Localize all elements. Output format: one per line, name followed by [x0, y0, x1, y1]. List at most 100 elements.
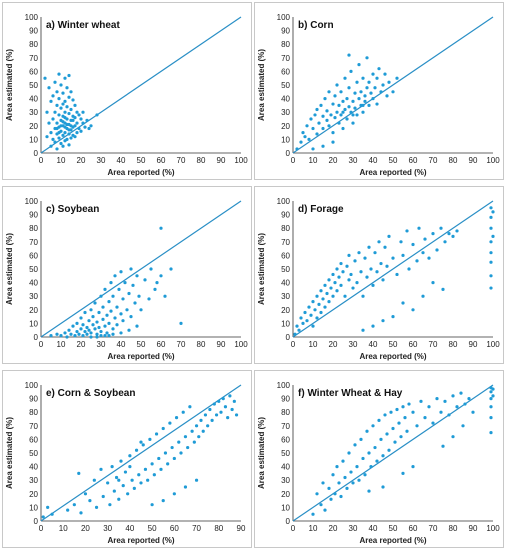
x-tick-label: 40 — [369, 524, 378, 533]
data-point — [61, 133, 65, 137]
data-point — [101, 494, 105, 499]
y-tick-label: 80 — [29, 408, 38, 417]
data-point — [49, 334, 53, 338]
data-point — [451, 234, 455, 238]
data-point — [323, 508, 327, 512]
data-point — [333, 492, 337, 496]
x-tick-label: 20 — [77, 156, 86, 165]
data-point — [399, 240, 403, 244]
data-point — [46, 505, 50, 509]
data-point — [349, 69, 353, 73]
data-point — [387, 80, 391, 84]
data-point — [77, 126, 81, 131]
data-point — [415, 259, 419, 263]
data-point — [150, 462, 154, 466]
data-point — [307, 137, 311, 141]
data-point — [92, 478, 96, 482]
x-tick-label: 40 — [117, 340, 126, 349]
data-point — [431, 421, 435, 425]
x-tick-label: 70 — [192, 524, 201, 533]
data-point — [347, 278, 351, 282]
data-point — [311, 300, 315, 304]
data-point — [99, 329, 103, 334]
y-tick-label: 80 — [281, 40, 290, 49]
data-point — [159, 226, 163, 230]
data-point — [147, 297, 151, 301]
y-tick-label: 70 — [281, 238, 290, 247]
data-point — [93, 327, 97, 331]
data-point — [83, 310, 87, 315]
data-point — [355, 465, 359, 469]
data-point — [137, 294, 141, 298]
data-point — [363, 99, 367, 103]
y-tick-label: 50 — [29, 81, 38, 90]
data-point — [381, 485, 385, 489]
y-tick-label: 80 — [29, 40, 38, 49]
x-tick-label: 80 — [197, 156, 206, 165]
x-tick-label: 0 — [291, 156, 296, 165]
data-point — [146, 478, 150, 482]
data-point — [95, 320, 99, 324]
y-tick-label: 60 — [281, 435, 290, 444]
chart-panel: 0 10 20 30 40 50 60 70 80 90 0 10 20 30 40 50 60 70 80 90 10… — [2, 370, 252, 548]
data-point — [383, 245, 387, 249]
chart-panel: 0 10 20 30 40 50 60 70 80 90 100 0 10 20 30 40 50 60 70 80 9… — [254, 2, 504, 180]
data-point — [53, 80, 57, 84]
y-tick-label: 100 — [25, 381, 39, 390]
data-point — [395, 272, 399, 277]
data-point — [329, 286, 333, 290]
y-tick-label: 90 — [29, 27, 38, 36]
data-point — [355, 113, 359, 117]
data-point — [117, 478, 121, 482]
data-point — [439, 410, 443, 414]
data-point — [423, 237, 427, 241]
x-tick-label: 0 — [291, 340, 296, 349]
data-point — [347, 86, 351, 90]
data-point — [159, 274, 163, 278]
data-point — [489, 206, 493, 210]
x-tick-label: 80 — [449, 524, 458, 533]
data-point — [57, 113, 61, 117]
data-point — [113, 316, 117, 320]
data-point — [161, 499, 165, 503]
data-point — [299, 316, 303, 320]
data-point — [143, 467, 148, 471]
data-point — [365, 429, 369, 433]
data-point — [61, 144, 65, 148]
y-tick-label: 60 — [29, 435, 38, 444]
data-point — [121, 319, 125, 323]
data-point — [63, 116, 67, 120]
one-to-one-line — [40, 384, 242, 522]
data-point — [443, 399, 447, 403]
data-point — [133, 301, 137, 305]
data-point — [107, 334, 111, 338]
data-point — [317, 302, 321, 306]
data-point — [293, 332, 297, 336]
data-point — [186, 445, 190, 450]
data-point — [73, 334, 77, 338]
scatter-plot: 0 10 20 30 40 50 60 70 80 90 100 0 10 20 30 40 50 60 70 80 9… — [257, 381, 500, 545]
y-tick-label: 30 — [281, 108, 290, 117]
y-tick-label: 0 — [286, 149, 291, 158]
data-point — [183, 485, 188, 489]
y-tick-label: 80 — [29, 224, 38, 233]
y-tick-label: 0 — [286, 333, 291, 342]
data-point — [89, 308, 93, 312]
data-point — [311, 324, 315, 328]
x-tick-label: 50 — [389, 156, 398, 165]
data-point — [73, 124, 77, 128]
y-tick-label: 70 — [29, 422, 38, 431]
data-point — [305, 319, 309, 323]
data-point — [417, 226, 421, 230]
y-tick-label: 90 — [29, 395, 38, 404]
data-point — [345, 97, 349, 101]
data-point — [51, 137, 55, 141]
data-point — [411, 465, 415, 469]
data-point — [232, 399, 236, 403]
data-point — [115, 305, 119, 309]
data-point — [455, 405, 459, 409]
data-point — [79, 117, 83, 121]
data-point — [431, 281, 435, 285]
data-point — [77, 471, 81, 475]
data-point — [375, 459, 379, 463]
